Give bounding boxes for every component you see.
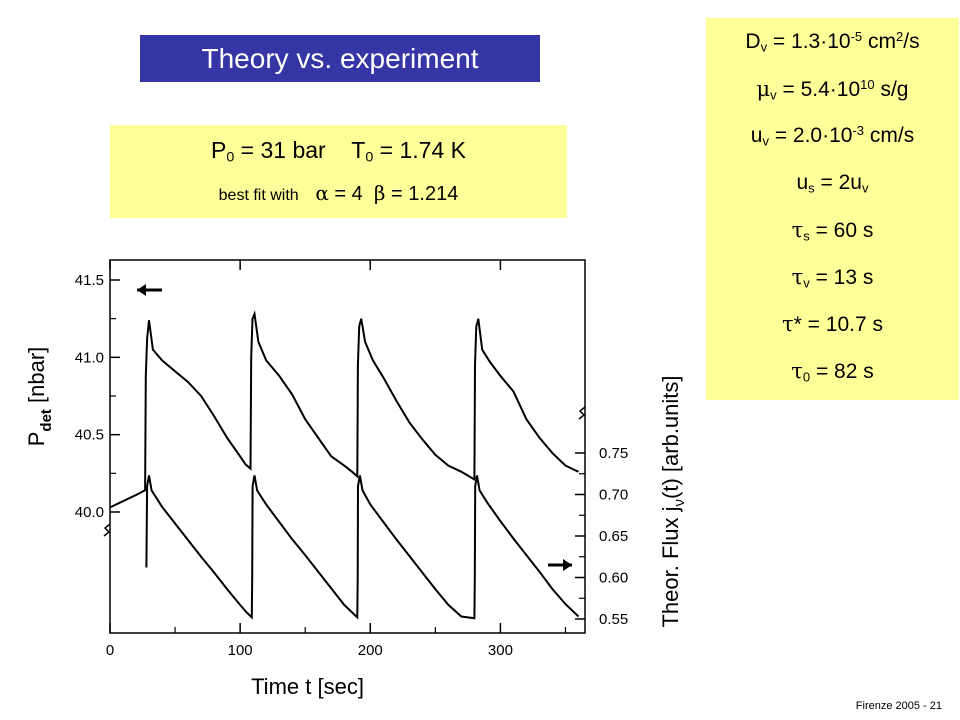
y-tick-label: 40.5 (75, 427, 104, 444)
y2-axis-label: Theor. Flux jν(t) [arb.units] (658, 375, 688, 627)
alpha-value: = 4 (328, 183, 363, 205)
param-unit-exponent: 2 (895, 28, 904, 44)
y2-axis-label-unit: (t) [arb.units] (658, 375, 683, 498)
y2-tick-label: 0.75 (599, 445, 628, 462)
param-equation: = 1.3·10 (767, 30, 851, 53)
fit-line-best-fit: best fit with α = 4 β = 1.214 (110, 181, 567, 206)
param-equation: = 82 s (810, 360, 874, 383)
t-symbol: T (351, 137, 366, 163)
param-subscript: v (762, 133, 769, 149)
y-axis-label-unit: [nbar] (24, 347, 49, 409)
beta-symbol: β (373, 181, 386, 205)
p-subscript: 0 (226, 149, 235, 166)
y2-tick-label: 0.65 (599, 528, 628, 545)
p-symbol: P (211, 137, 227, 163)
param-subscript: 0 (802, 369, 811, 385)
param-equation: = 2.0·10 (768, 124, 853, 147)
param-symbol: u (750, 124, 763, 147)
param-unit: cm/s (864, 124, 915, 147)
y2-tick-label: 0.60 (599, 570, 628, 587)
param-unit-tail: /s (903, 30, 920, 53)
left-axis-break (103, 523, 111, 537)
param-subscript: v (803, 275, 810, 291)
y-tick-label: 40.0 (75, 504, 104, 521)
y-tick-label: 41.5 (75, 272, 104, 289)
param-symbol: τ (791, 359, 803, 383)
beta-value: = 1.214 (385, 183, 459, 205)
param-symbol: τ (782, 312, 794, 336)
param-subscript: v (760, 39, 768, 55)
param-symbol: μ (756, 77, 771, 101)
pressure-value: = 31 bar (234, 137, 326, 163)
right-axis-break (578, 406, 586, 420)
param-subscript: s (803, 228, 810, 244)
measured-pressure-curve (109, 310, 579, 509)
param-line-6: τ* = 10.7 s (706, 312, 959, 337)
x-tick-label: 100 (228, 642, 253, 659)
fit-parameters-box: P0 = 31 bar T0 = 1.74 K best fit with α … (110, 125, 567, 218)
title-banner: Theory vs. experiment (140, 35, 540, 82)
param-symbol: D (745, 30, 761, 53)
param-line-5: τv = 13 s (706, 265, 959, 290)
y2-tick-label: 0.70 (599, 487, 628, 504)
t-subscript: 0 (365, 149, 374, 166)
y-axis-label-main: P (24, 432, 49, 447)
param-symbol: u (796, 171, 809, 194)
slide-footer: Firenze 2005 - 21 (855, 700, 942, 712)
param-subscript: s (808, 180, 815, 196)
x-axis-label: Time t [sec] (251, 674, 364, 699)
param-equation: * = 10.7 s (793, 313, 883, 336)
left-axis-arrow-head (137, 284, 146, 296)
param-line-4: τs = 60 s (706, 218, 959, 243)
pressure-flux-chart: 0 100 200 300 40.0 40.5 41.0 41.5 0.55 0.60 0.65 0.… (24, 259, 688, 699)
temperature-value: = 1.74 K (373, 137, 466, 163)
best-fit-prefix: best fit with (218, 187, 299, 204)
theory-flux-curve (145, 475, 580, 620)
plot-frame (109, 259, 586, 634)
y-axis-label: Pdet [nbar] (24, 347, 55, 447)
y-tick-label: 41.0 (75, 349, 104, 366)
y2-tick-label: 0.55 (599, 611, 628, 628)
param-equation: = 2u (814, 171, 862, 194)
param-symbol: τ (791, 218, 804, 242)
y-axis-label-subscript: det (38, 409, 55, 432)
param-line-3: us = 2uv (706, 171, 959, 195)
param-unit: s/g (874, 78, 909, 101)
x-tick-label: 300 (488, 642, 513, 659)
physical-parameters-box: Dv = 1.3·10-5 cm2/s μv = 5.4·1010 s/g uv =… (706, 18, 959, 400)
fit-line-conditions: P0 = 31 bar T0 = 1.74 K (110, 137, 567, 166)
param-equation: = 13 s (809, 266, 874, 289)
param-subscript: v (770, 87, 777, 103)
param-unit: cm (862, 30, 896, 53)
x-tick-label: 0 (106, 642, 114, 659)
param-exponent: 10 (860, 76, 875, 92)
param-line-1: μv = 5.4·1010 s/g (706, 77, 959, 102)
param-equation-subscript: v (861, 180, 869, 196)
page-title: Theory vs. experiment (201, 43, 479, 74)
y2-axis-label-main: Theor. Flux j (658, 506, 683, 627)
param-equation: = 5.4·10 (776, 78, 861, 101)
alpha-symbol: α (315, 181, 329, 205)
param-equation: = 60 s (809, 219, 874, 242)
x-tick-label: 200 (358, 642, 383, 659)
right-axis-arrow-head (563, 559, 572, 571)
param-exponent: -5 (850, 28, 863, 44)
y2-axis-label-subscript: ν (671, 499, 688, 507)
param-line-0: Dv = 1.3·10-5 cm2/s (706, 30, 959, 54)
param-symbol: τ (791, 265, 804, 289)
param-exponent: -3 (852, 122, 865, 138)
param-line-2: uv = 2.0·10-3 cm/s (706, 124, 959, 148)
param-line-7: τ0 = 82 s (706, 359, 959, 384)
